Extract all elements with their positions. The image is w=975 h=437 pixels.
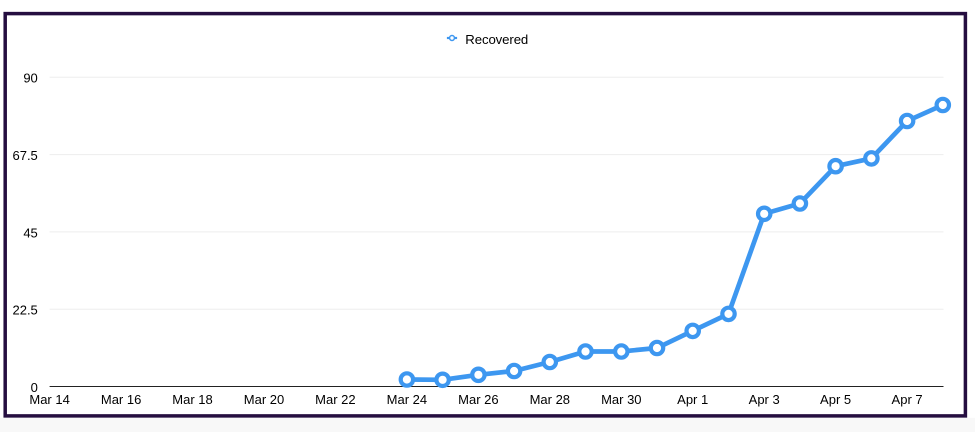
svg-text:Mar 22: Mar 22 xyxy=(315,392,355,407)
svg-text:67.5: 67.5 xyxy=(12,148,37,163)
svg-text:Apr 7: Apr 7 xyxy=(892,392,923,407)
svg-text:Mar 28: Mar 28 xyxy=(530,392,570,407)
svg-text:90: 90 xyxy=(23,71,37,86)
svg-text:Mar 18: Mar 18 xyxy=(172,392,212,407)
svg-text:45: 45 xyxy=(23,225,37,240)
svg-text:Mar 16: Mar 16 xyxy=(101,392,141,407)
svg-text:Mar 20: Mar 20 xyxy=(244,392,284,407)
svg-text:22.5: 22.5 xyxy=(12,303,37,318)
svg-text:Recovered: Recovered xyxy=(465,32,528,47)
svg-text:Mar 26: Mar 26 xyxy=(458,392,498,407)
svg-text:Mar 30: Mar 30 xyxy=(601,392,641,407)
svg-text:Apr 1: Apr 1 xyxy=(677,392,708,407)
svg-text:Mar 14: Mar 14 xyxy=(29,392,69,407)
svg-text:Mar 24: Mar 24 xyxy=(387,392,427,407)
svg-text:Apr 5: Apr 5 xyxy=(820,392,851,407)
svg-text:Apr 3: Apr 3 xyxy=(749,392,780,407)
svg-text:0: 0 xyxy=(31,380,38,395)
